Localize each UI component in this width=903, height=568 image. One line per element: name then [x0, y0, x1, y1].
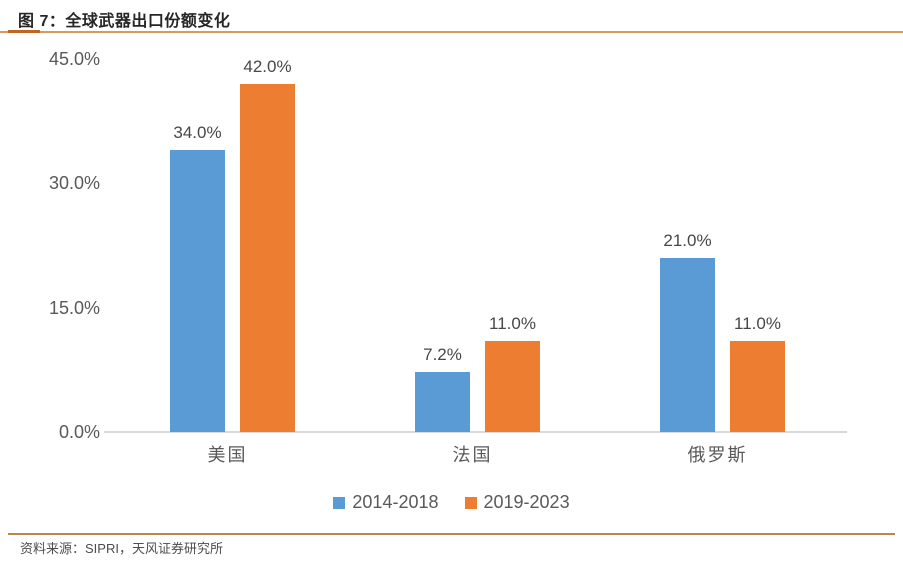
data-label: 34.0%	[173, 123, 222, 143]
y-axis-tick-30: 30.0%	[48, 173, 100, 193]
data-label: 11.0%	[489, 313, 536, 333]
data-source-note: 资料来源：SIPRI，天风证券研究所	[20, 541, 223, 556]
y-axis-tick-0: 0.0%	[58, 422, 100, 442]
data-label: 21.0%	[663, 230, 712, 250]
legend-item-2019-2023: 2019-2023	[464, 492, 570, 513]
bar-usa-2019-2023: 42.0%	[240, 57, 295, 432]
legend-swatch-blue	[333, 496, 346, 509]
bar-russia-2014-2018: 21.0%	[660, 231, 715, 432]
data-label: 7.2%	[423, 345, 462, 365]
bar-usa-2014-2018: 34.0%	[170, 123, 225, 432]
legend-item-2014-2018: 2014-2018	[333, 492, 439, 513]
chart-legend: 2014-2018 2019-2023	[0, 492, 903, 513]
title-divider-accent	[8, 30, 40, 33]
title-divider-line	[0, 31, 903, 33]
x-axis-label-russia: 俄罗斯	[687, 445, 748, 465]
y-axis-tick-15: 15.0%	[48, 298, 100, 318]
figure-title: 图 7：全球武器出口份额变化	[18, 13, 231, 30]
bar-group-russia: 21.0% 11.0%	[600, 59, 845, 432]
bar-russia-2019-2023: 11.0%	[730, 314, 785, 432]
data-label: 42.0%	[243, 56, 292, 76]
legend-swatch-orange	[464, 496, 477, 509]
bar-france-2019-2023: 11.0%	[485, 314, 540, 432]
data-label: 11.0%	[734, 313, 781, 333]
bar-france-2014-2018: 7.2%	[415, 345, 470, 432]
footer-divider-line	[8, 533, 895, 535]
bar-group-france: 7.2% 11.0%	[355, 59, 600, 432]
legend-label: 2014-2018	[352, 492, 439, 512]
bar-group-usa: 34.0% 42.0%	[110, 57, 355, 432]
x-axis-label-france: 法国	[452, 445, 493, 465]
x-axis-line	[104, 431, 847, 433]
legend-label: 2019-2023	[483, 492, 570, 512]
y-axis-tick-45: 45.0%	[48, 49, 100, 69]
x-axis-label-usa: 美国	[207, 445, 248, 465]
